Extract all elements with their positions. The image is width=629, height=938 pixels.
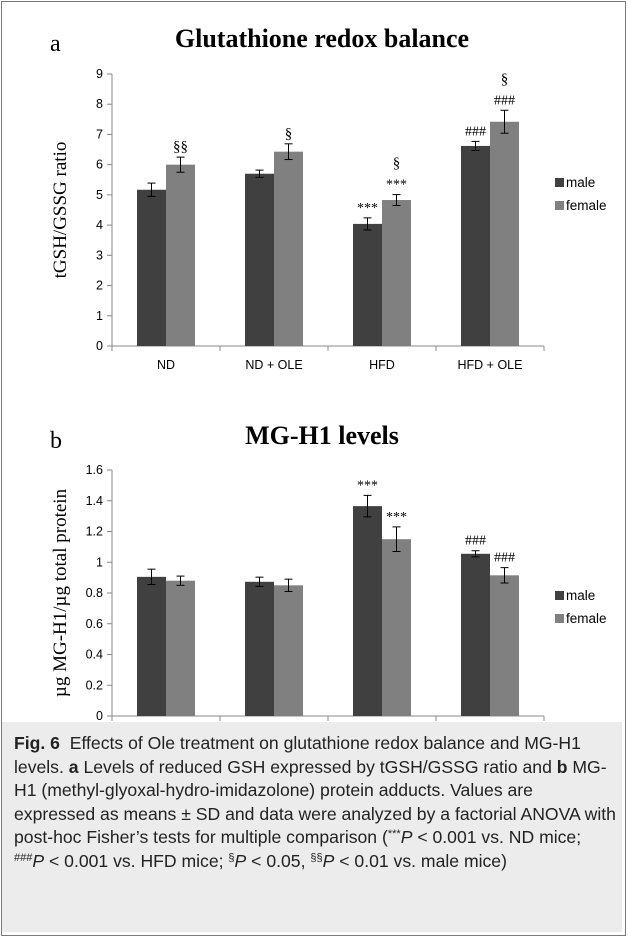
panel-a-bar-male-1 (137, 189, 166, 346)
panel-b-legend-label-female: female (566, 611, 607, 626)
caption-sig1-symbol: *** (387, 828, 401, 841)
panel-a-significance-label: § (393, 156, 401, 172)
panel-a-title: Glutathione redox balance (175, 24, 469, 53)
caption-sig1-p: P (400, 827, 413, 848)
panel-a-significance-label: ### (465, 124, 486, 139)
panel-b-bar-male-3 (353, 506, 382, 716)
caption-part-a-text: Levels of reduced GSH expressed by tGSH/… (83, 756, 552, 777)
panel-a-bar-female-1 (166, 164, 195, 346)
panel-b-significance-label: *** (386, 510, 407, 525)
panel-b-y-tick-label: 0.4 (86, 648, 103, 662)
panel-a-significance-label: §§ (173, 139, 188, 155)
panel-b-y-tick-label: 1 (96, 555, 103, 569)
panel-b-title: MG-H1 levels (245, 421, 399, 450)
panel-a-legend-label-female: female (566, 198, 607, 213)
panel-b-y-tick-label: 1.6 (86, 463, 103, 477)
panel-b-y-axis-label: µg MG-H1/µg total protein (50, 488, 71, 697)
caption-sig4-text: < 0.01 vs. male mice) (334, 850, 507, 871)
panel-a-y-tick-label: 7 (96, 127, 103, 141)
caption-title: Effects of Ole treatment on glutathione … (14, 733, 581, 777)
panel-b-legend-swatch-male (555, 591, 564, 600)
panel-b-letter: b (50, 428, 62, 454)
panel-b-bar-female-2 (274, 585, 303, 716)
panel-a-legend-swatch-male (555, 178, 564, 187)
panel-a-bar-female-4 (490, 121, 519, 346)
panel-b-y-tick-label: 0.2 (86, 678, 103, 692)
figure-charts: a Glutathione redox balance tGSH/GSSG rati… (50, 24, 607, 722)
panel-b-bar-female-4 (490, 575, 519, 716)
panel-a-y-tick-label: 0 (96, 339, 103, 353)
panel-b-significance-label: ### (465, 534, 486, 549)
caption-part-b-letter: b (556, 756, 568, 777)
caption-part-a-letter: a (68, 756, 79, 777)
panel-a-legend-label-male: male (566, 175, 595, 190)
panel-a-x-tick-label: HFD (369, 358, 395, 372)
panel-a-y-tick-label: 3 (96, 248, 103, 262)
panel-a-y-tick-label: 6 (96, 158, 103, 172)
panel-a-bar-male-4 (461, 145, 490, 346)
panel-b-y-tick-label: 1.2 (86, 525, 103, 539)
panel-a-bar-male-2 (245, 173, 274, 346)
panel-b-bar-female-1 (166, 580, 195, 716)
panel-b-y-tick-label: 0.6 (86, 617, 103, 631)
panel-a-significance-label: § (501, 71, 509, 87)
caption-sig3-text: < 0.05, (246, 850, 311, 871)
caption-sig4-symbol: §§ (310, 851, 323, 864)
panel-b-y-tick-label: 1.4 (86, 494, 103, 508)
caption-part-b-text: MG-H1 (methyl-glyoxal-hydro-imidazolone)… (14, 756, 616, 848)
panel-a-y-tick-label: 8 (96, 97, 103, 111)
panel-a-y-tick-label: 4 (96, 218, 103, 232)
panel-a-y-tick-label: 1 (96, 309, 103, 323)
panel-b-bar-female-3 (382, 539, 411, 716)
caption-sig3-p: P (234, 850, 247, 871)
caption-sig1-text: < 0.001 vs. ND mice; (412, 827, 582, 848)
panel-a-y-tick-label: 5 (96, 188, 103, 202)
panel-a-x-tick-label: ND + OLE (245, 358, 302, 372)
panel-a-significance-label: *** (386, 178, 407, 193)
panel-a-x-tick-label: ND (157, 358, 175, 372)
panel-b-y-tick-label: 0.8 (86, 586, 103, 600)
panel-a-x-tick-label: HFD + OLE (458, 358, 523, 372)
panel-a-y-tick-label: 2 (96, 279, 103, 293)
panel-b-legend-swatch-female (555, 614, 564, 623)
panel-a-bar-female-2 (274, 151, 303, 346)
panel-a-significance-label: ### (494, 93, 515, 108)
panel-b-y-tick-label: 0 (96, 709, 103, 722)
panel-a-legend-swatch-female (555, 201, 564, 210)
caption-sig3-symbol: § (228, 851, 235, 864)
panel-a-bar-male-3 (353, 223, 382, 346)
panel-b-significance-label: *** (357, 478, 378, 493)
panel-b-bar-male-4 (461, 553, 490, 716)
panel-a-bar-female-3 (382, 200, 411, 346)
caption-sig4-p: P (322, 850, 335, 871)
panel-b-bar-male-2 (245, 581, 274, 716)
caption-sig2-symbol: ### (14, 851, 33, 864)
panel-a-letter: a (50, 31, 61, 57)
panel-a-y-axis-label: tGSH/GSSG ratio (50, 142, 71, 279)
panel-b-legend-label-male: male (566, 588, 595, 603)
panel-b-bar-male-1 (137, 576, 166, 716)
figure-caption: Fig. 6 Effects of Ole treatment on gluta… (2, 722, 622, 932)
panel-a-y-tick-label: 9 (96, 67, 103, 81)
caption-figure-label: Fig. 6 (14, 733, 60, 753)
panel-a-significance-label: § (285, 126, 293, 142)
panel-a-significance-label: *** (357, 201, 378, 216)
caption-sig2-text: < 0.001 vs. HFD mice; (44, 850, 229, 871)
panel-b-significance-label: ### (494, 551, 515, 566)
caption-sig2-p: P (32, 850, 45, 871)
